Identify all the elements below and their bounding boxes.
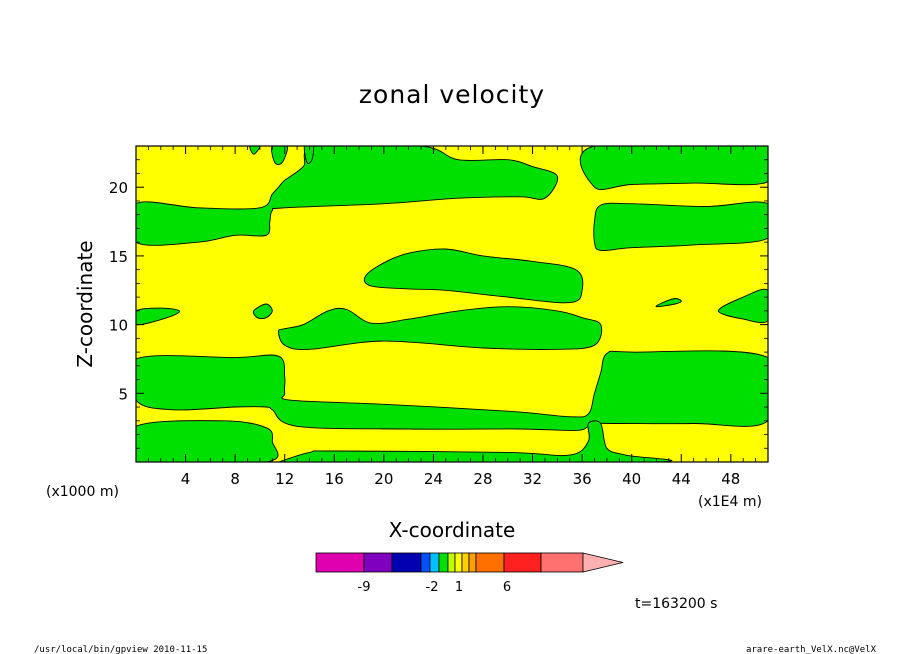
x-tick-label: 8 bbox=[230, 470, 240, 488]
contour-region-9 bbox=[717, 288, 768, 324]
x-tick-label: 12 bbox=[275, 470, 294, 488]
contour-region-1 bbox=[136, 350, 768, 431]
chart-title: zonal velocity bbox=[359, 80, 545, 109]
contour-region-8 bbox=[136, 307, 180, 326]
colorbar-label-0: -9 bbox=[358, 580, 371, 595]
colorbar-segment bbox=[363, 552, 393, 573]
x-tick-label: 44 bbox=[672, 470, 691, 488]
contour-region-7 bbox=[579, 146, 768, 191]
x-tick-label: 4 bbox=[181, 470, 191, 488]
plot-frame bbox=[135, 145, 769, 463]
colorbar-segment bbox=[475, 552, 505, 573]
y-tick-label: 15 bbox=[109, 248, 128, 266]
x-tick-label: 20 bbox=[374, 470, 393, 488]
contour-region-0 bbox=[136, 420, 279, 462]
y-unit-label: (x1000 m) bbox=[46, 484, 119, 500]
contour-region-11 bbox=[655, 298, 682, 308]
x-tick-label: 40 bbox=[622, 470, 641, 488]
x-unit-label: (x1E4 m) bbox=[698, 494, 762, 510]
y-tick-label: 5 bbox=[118, 385, 128, 403]
contour-region-14 bbox=[303, 146, 315, 164]
x-tick-label: 28 bbox=[473, 470, 492, 488]
colorbar-segment bbox=[447, 552, 456, 573]
y-tick-label: 10 bbox=[109, 317, 128, 335]
contour-region-3 bbox=[278, 306, 603, 350]
colorbar-segment bbox=[420, 552, 431, 573]
x-tick-label: 16 bbox=[325, 470, 344, 488]
colorbar-segment bbox=[454, 552, 463, 573]
colorbar-label-2: 1 bbox=[455, 580, 463, 595]
colorbar-segment bbox=[438, 552, 449, 573]
contour-region-12 bbox=[249, 146, 261, 155]
x-axis-ticks: 4 8 12 16 20 24 28 32 36 40 44 48 bbox=[147, 146, 757, 488]
x-tick-label: 24 bbox=[424, 470, 443, 488]
x-axis-label: X-coordinate bbox=[389, 518, 516, 542]
colorbar-segment bbox=[315, 552, 365, 573]
footer-left: /usr/local/bin/gpview 2010-11-15 bbox=[34, 645, 207, 654]
x-tick-label: 36 bbox=[573, 470, 592, 488]
y-axis-label: Z-coordinate bbox=[73, 240, 97, 367]
contour-region-5 bbox=[136, 146, 559, 246]
contour-regions bbox=[136, 146, 768, 462]
colorbar-label-1: -2 bbox=[426, 580, 439, 595]
colorbar-label-3: 6 bbox=[503, 580, 511, 595]
x-tick-label: 48 bbox=[721, 470, 740, 488]
contour-region-13 bbox=[271, 146, 288, 165]
footer-right: arare-earth_VelX.nc@VelX bbox=[746, 645, 877, 654]
colorbar-labels: -9 -2 1 6 bbox=[358, 580, 512, 595]
colorbar-arrow bbox=[582, 552, 624, 573]
y-tick-label: 20 bbox=[109, 179, 128, 197]
time-label: t=163200 s bbox=[635, 596, 717, 612]
colorbar-segment bbox=[391, 552, 422, 573]
contour-region-6 bbox=[593, 201, 768, 252]
contour-region-4 bbox=[363, 248, 584, 304]
colorbar-segment bbox=[461, 552, 470, 573]
colorbar-segment bbox=[503, 552, 542, 573]
colorbar-segment bbox=[468, 552, 477, 573]
y-axis-ticks: 5 10 15 20 bbox=[109, 159, 768, 449]
colorbar-segment bbox=[540, 552, 584, 573]
colorbar-segment bbox=[429, 552, 440, 573]
contour-region-10 bbox=[252, 303, 273, 320]
contour-region-2 bbox=[249, 420, 673, 462]
x-tick-label: 32 bbox=[523, 470, 542, 488]
colorbar bbox=[315, 552, 624, 573]
